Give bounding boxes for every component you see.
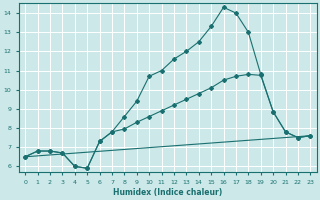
X-axis label: Humidex (Indice chaleur): Humidex (Indice chaleur) [113, 188, 222, 197]
